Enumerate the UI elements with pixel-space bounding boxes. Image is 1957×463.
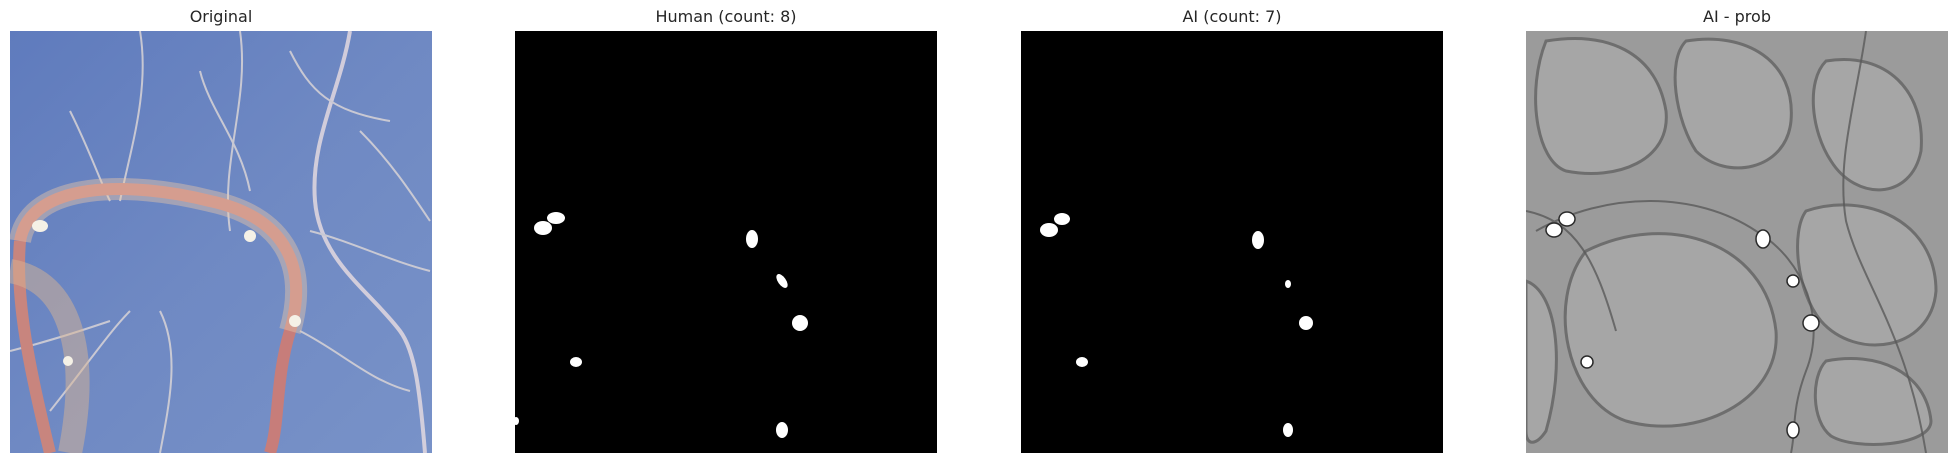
panel-original: Original — [10, 0, 432, 463]
root-ring — [14, 183, 303, 453]
ai-prob-image — [1526, 31, 1948, 453]
panel-ai-prob: AI - prob — [1526, 0, 1948, 463]
panel-human: Human (count: 8) — [515, 0, 937, 463]
prob-peaks — [1545, 211, 1820, 439]
human-mask-blobs — [515, 212, 808, 438]
panel-title-ai-prob: AI - prob — [1703, 7, 1771, 26]
panel-title-human: Human (count: 8) — [655, 7, 797, 26]
panel-title-ai: AI (count: 7) — [1182, 7, 1282, 26]
panel-title-original: Original — [189, 7, 253, 26]
ai-mask-image — [1021, 31, 1443, 453]
ai-mask-blobs — [1040, 213, 1313, 437]
panel-ai: AI (count: 7) — [1021, 0, 1443, 463]
prob-texture — [1526, 37, 1938, 446]
original-image — [10, 31, 432, 453]
nodules — [32, 220, 301, 366]
human-mask-image — [515, 31, 937, 453]
